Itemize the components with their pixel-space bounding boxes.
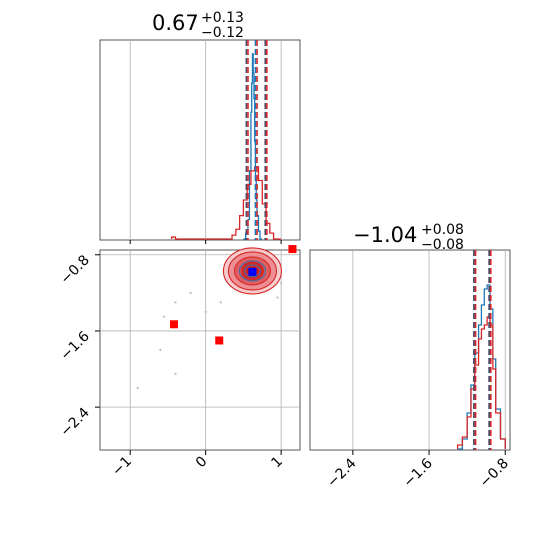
sample-point — [204, 310, 207, 314]
marker-square-blue — [248, 267, 257, 276]
y-tick-label: −2.4 — [57, 405, 92, 440]
marker-square-red — [288, 245, 297, 254]
marginal-y-frame — [309, 249, 511, 451]
y-tick-label: −1.6 — [57, 328, 92, 363]
marker-square-red — [215, 336, 224, 345]
title-y-value: −1.04 — [353, 223, 417, 247]
sample-point — [163, 315, 166, 318]
title-x-plus: +0.13 — [201, 10, 244, 26]
y-tick-label: −0.8 — [57, 252, 92, 287]
sample-point — [219, 301, 222, 304]
title-x-value: 0.67 — [152, 11, 199, 35]
x-tick-label: −0.8 — [477, 456, 512, 491]
x-tick-label: 0 — [193, 454, 211, 472]
histogram-series — [456, 316, 506, 449]
x-tick-label: −1.6 — [401, 455, 436, 490]
title-y-plus: +0.08 — [421, 222, 464, 238]
sample-point — [174, 372, 177, 375]
density-contour — [243, 264, 262, 278]
joint-panel: −1 0 1 −0.8 −1.6 −2.4 — [57, 240, 301, 480]
sample-point — [136, 386, 139, 390]
x-tick-label: 1 — [268, 454, 286, 472]
marginal-x-title: 0.67 +0.13 −0.12 — [152, 10, 244, 41]
sample-point — [189, 291, 192, 294]
sample-point — [174, 301, 177, 304]
marker-square-red — [169, 320, 178, 329]
sample-point — [280, 282, 283, 285]
sample-point — [159, 348, 162, 352]
x-tick-label: −2.4 — [324, 455, 359, 490]
marginal-x-panel: 0.67 +0.13 −0.12 — [99, 10, 301, 241]
density-contour — [238, 260, 267, 282]
marginal-y-title: −1.04 +0.08 −0.08 — [353, 222, 464, 253]
sample-point — [276, 296, 279, 299]
x-tick-label: −1 — [109, 454, 135, 480]
marginal-y-panel: −2.4 −1.6 −0.8 −1.04 +0.08 −0.08 — [309, 222, 512, 491]
title-x-minus: −0.12 — [201, 25, 244, 41]
title-y-minus: −0.08 — [421, 237, 464, 253]
